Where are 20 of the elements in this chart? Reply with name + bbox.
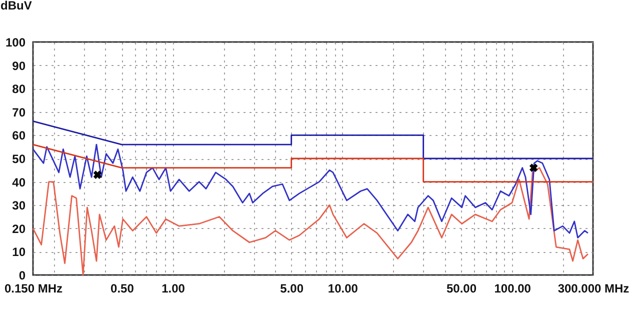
- y-tick-label: 0: [18, 268, 26, 282]
- y-tick-label: 40: [12, 175, 26, 190]
- x-tick-label: 10.00: [328, 282, 358, 296]
- x-tick-label: 0.50: [110, 282, 134, 296]
- x-tick-label: 100.00: [494, 282, 532, 296]
- x-tick-label: 300.000 MHz: [558, 282, 630, 296]
- y-tick-label: 90: [12, 58, 26, 73]
- x-tick-label: 0.150 MHz: [4, 282, 63, 296]
- x-tick-label: 5.00: [280, 282, 304, 296]
- y-tick-label: 100: [5, 36, 26, 50]
- y-tick-label: 10: [12, 245, 26, 260]
- y-tick-label: 30: [12, 198, 26, 213]
- y-tick-label: 60: [12, 128, 26, 143]
- x-tick-label: 1.00: [162, 282, 186, 296]
- y-tick-label: 80: [12, 82, 26, 96]
- y-tick-label: 70: [12, 105, 26, 120]
- y-tick-label: 20: [12, 222, 26, 236]
- x-tick-label: 50.00: [446, 282, 477, 296]
- y-tick-label: 50: [12, 152, 26, 166]
- y-axis-title: dBuV: [0, 0, 32, 12]
